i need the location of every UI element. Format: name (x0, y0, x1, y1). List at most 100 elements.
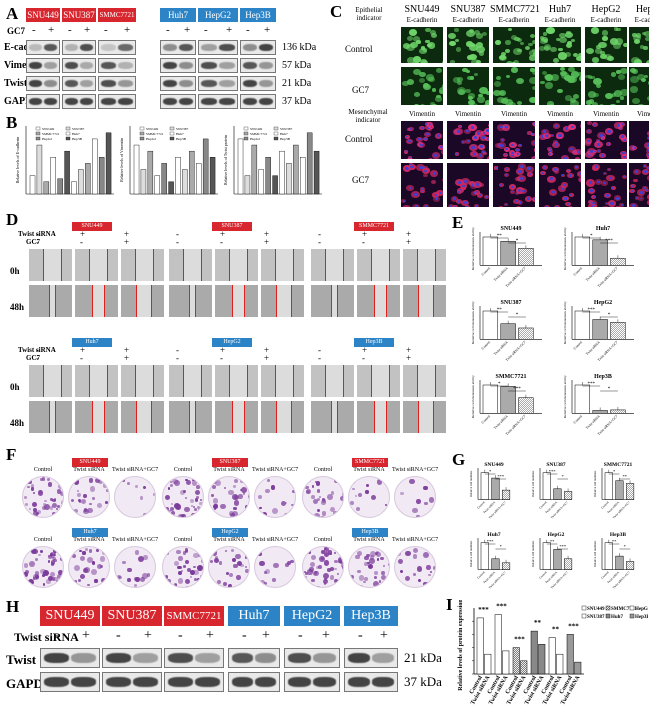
stained-cell (46, 579, 51, 584)
nucleus-blob (528, 173, 532, 176)
legend-swatch (35, 136, 41, 141)
cell-blob (607, 159, 612, 160)
plus-sign: + (220, 229, 226, 239)
fluorescence-image (628, 26, 650, 64)
stained-cell (315, 585, 322, 587)
wound-edge-line (91, 285, 93, 317)
stained-cell (76, 492, 82, 498)
cell-blob (455, 38, 460, 42)
stained-cell (288, 516, 294, 517)
cell-blob (640, 77, 646, 83)
stained-cell (91, 569, 98, 576)
legend-entry: HepG2 (42, 137, 52, 141)
stained-cell (239, 489, 242, 492)
stained-cell (173, 560, 179, 567)
sig-label: * (516, 313, 519, 318)
nucleus-blob (597, 180, 601, 184)
stained-cell (62, 516, 63, 517)
bar (494, 614, 502, 675)
cell-blob (539, 80, 545, 85)
nucleus-blob (478, 193, 482, 197)
legend-swatch (65, 131, 71, 136)
stained-cell (412, 573, 416, 577)
stained-cell (72, 517, 76, 518)
stained-cell (319, 556, 325, 563)
nucleus-blob (489, 124, 490, 125)
bar (500, 240, 516, 266)
stained-cell (246, 578, 249, 583)
stained-cell (79, 555, 86, 562)
stained-cell (182, 551, 187, 555)
fluorescence-image (446, 26, 490, 64)
cell-blob (587, 75, 593, 79)
stained-cell (27, 485, 30, 489)
cell-blob (478, 93, 483, 98)
wound-edge-line (433, 285, 434, 317)
sig-label: * (500, 544, 503, 549)
cell-blob (564, 74, 572, 81)
cell-blob (499, 90, 505, 95)
cell-blob (474, 72, 479, 76)
blot-strip (284, 648, 340, 668)
nucleus-blob (428, 123, 432, 127)
epithelial-indicator-label: Epithelial indicator (355, 6, 383, 22)
cell-blob (443, 39, 444, 44)
stained-cell (333, 551, 336, 554)
stained-cell (341, 562, 343, 569)
panel-label-h: H (6, 597, 20, 616)
cell-blob (438, 87, 443, 94)
scratch-image (168, 364, 213, 398)
wound-edge-line (231, 401, 233, 433)
stained-cell (43, 499, 47, 503)
plus-sign: + (362, 229, 368, 239)
nucleus-blob (466, 129, 469, 133)
cell-blob (431, 88, 437, 93)
wound-gap (275, 249, 293, 281)
stained-cell (215, 556, 218, 560)
blot-strip (240, 76, 276, 91)
cell-blob (529, 76, 535, 84)
stained-cell (24, 503, 28, 507)
blot-strip (160, 76, 196, 91)
stained-cell (179, 489, 186, 495)
cell-blob (620, 88, 627, 96)
nucleus-blob (515, 200, 518, 203)
bar (182, 169, 188, 195)
cell-blob (530, 68, 535, 72)
stained-cell (105, 489, 109, 492)
blot-band (117, 43, 133, 51)
cell-blob (580, 156, 581, 159)
cell-blob (646, 175, 649, 181)
stained-cell (287, 561, 292, 566)
column-label: Twist siRNA+GC7 (112, 467, 159, 473)
stained-cell (80, 498, 87, 505)
stained-cell (69, 508, 76, 515)
stained-cell (40, 549, 44, 553)
stained-cell (315, 480, 321, 486)
blot-band (64, 79, 79, 87)
fluorescence-image (400, 26, 444, 64)
legend-swatch (243, 136, 249, 141)
nucleus-blob (596, 142, 601, 146)
cell-blob (429, 29, 437, 36)
cell-blob (406, 57, 415, 63)
cell-blob (591, 101, 598, 105)
sig-label: ** (552, 626, 560, 634)
cell-blob (565, 95, 573, 101)
blot-band (218, 61, 235, 69)
cell-blob (535, 71, 536, 76)
stained-cell (389, 508, 390, 514)
stained-cell (359, 584, 364, 587)
x-tick-label: Control (573, 266, 583, 276)
blot-band (43, 97, 58, 105)
nucleus-blob (576, 158, 579, 159)
nucleus-blob (434, 193, 438, 196)
cell-line-header: Hep3B (635, 4, 650, 15)
stained-cell (367, 563, 374, 569)
cell-blob (512, 59, 519, 63)
nucleus-blob (482, 151, 485, 154)
wound-edge-line (388, 249, 390, 281)
blot-band (133, 676, 158, 687)
stained-cell (185, 586, 189, 587)
minus-sign: - (80, 353, 83, 363)
